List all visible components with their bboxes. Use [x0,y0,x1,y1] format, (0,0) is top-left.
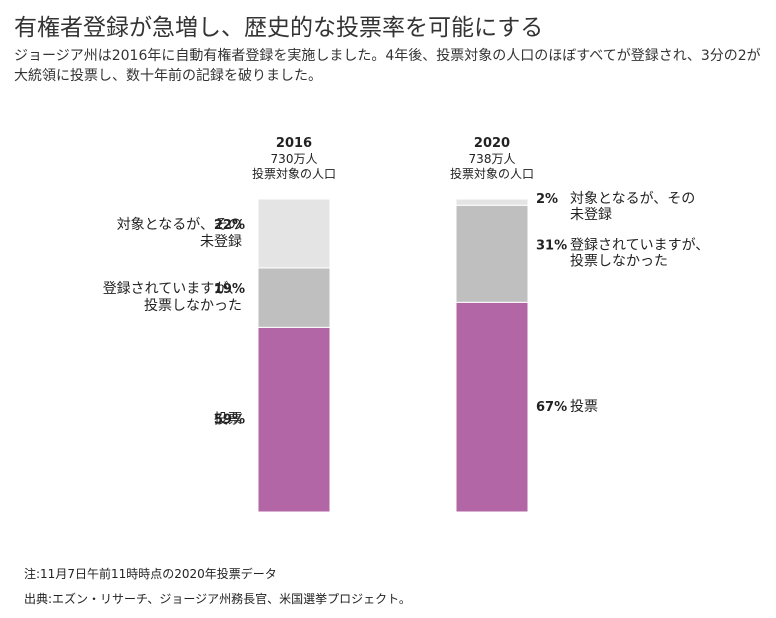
series-label-2016-1-1: 投票しなかった [144,298,242,314]
series-label-2016-0-0: 投票 [214,412,242,428]
bar-segment-2020-2 [455,198,529,206]
series-label-2016-1-0: 登録されていますが、 [103,281,242,297]
series-label-2020-1-0: 登録されていますが、 [570,237,709,253]
category-label-2020: 2020 [474,136,510,151]
category-label-2016: 2016 [276,136,312,151]
chart-subtitle: ジョージア州は2016年に自動有権者登録を実施しました。4年後、投票対象の人口の… [14,48,761,84]
bar-segment-2016-1 [257,267,331,328]
value-label-2016-2: 22% [214,218,245,233]
series-label-2020-0-0: 投票 [570,399,598,415]
value-label-2020-2: 2% [536,192,558,207]
category-subtitle-2020-1: 投票対象の人口 [450,166,534,181]
series-label-2020-1-1: 投票しなかった [570,253,668,269]
category-subtitle-2020-0: 738万人 [469,152,516,166]
value-label-2016-1: 19% [214,282,245,297]
category-subtitle-2016-0: 730万人 [271,152,318,166]
value-label-2020-1: 31% [536,238,567,253]
footnote: 注:11月7日午前11時時点の2020年投票データ [24,567,277,581]
category-subtitle-2016-1: 投票対象の人口 [252,166,336,181]
value-label-2020-0: 67% [536,400,567,415]
series-label-2020-2-0: 対象となるが、その [570,191,695,207]
value-label-2016-0: 59% [214,413,245,428]
series-label-2016-2-1: 未登録 [200,234,242,250]
bar-segment-2020-0 [455,301,529,513]
series-label-2016-2-0: 対象となるが、その [117,217,242,233]
series-label-2020-2-1: 未登録 [570,207,612,223]
bar-segment-2016-0 [257,326,331,513]
source-note: 出典:エズン・リサーチ、ジョージア州務長官、米国選挙プロジェクト。 [24,592,411,606]
bar-segment-2020-1 [455,204,529,303]
bar-segment-2016-2 [257,198,331,269]
chart-title: 有権者登録が急増し、歴史的な投票率を可能にする [14,15,544,41]
